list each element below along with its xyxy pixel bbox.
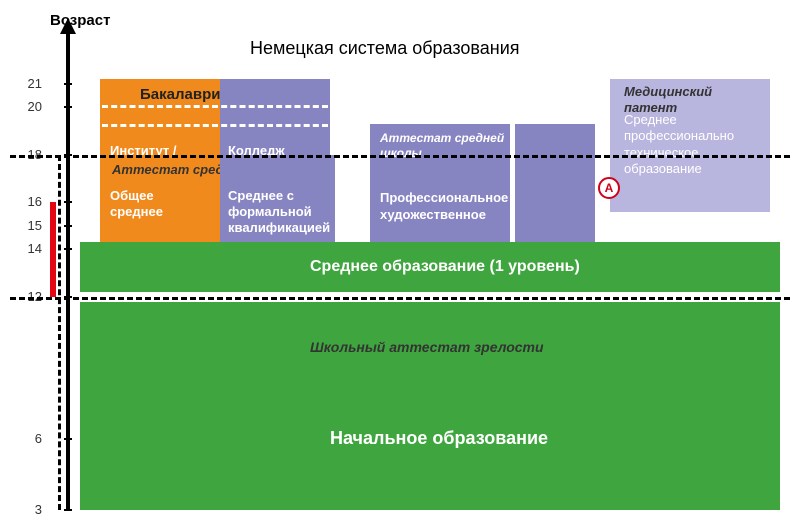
ytick-15: 15 [12,218,42,233]
dashed-h-1 [10,297,790,300]
label-formal-qual-0: Среднее с формальной квалификацией [228,188,338,237]
label-secondary-level1-0: Среднее образование (1 уровень) [310,257,580,277]
badge-a: A [598,177,620,199]
dashed-v-2 [58,155,61,510]
block-primary [80,302,780,510]
chart-title: Немецкая система образования [250,38,520,59]
dashed-h-0 [10,155,790,158]
label-prof-art-1: Профессиональное художественное [380,190,530,223]
white-dash-0 [102,105,328,108]
tick-3 [64,509,72,511]
ytick-21: 21 [12,76,42,91]
ytick-16: 16 [12,194,42,209]
red-age-bar [50,202,56,297]
ytick-14: 14 [12,241,42,256]
block-prof-art-2 [515,124,595,242]
tick-20 [64,106,72,108]
label-med-patent-1: Среднее профессионально техническое обра… [624,112,774,177]
label-general-secondary-1: Общее среднее [110,188,210,221]
y-axis-arrow [60,18,76,34]
education-diagram: Возраст Немецкая система образования 212… [0,0,800,524]
ytick-20: 20 [12,99,42,114]
tick-14 [64,248,72,250]
tick-16 [64,201,72,203]
tick-15 [64,225,72,227]
label-primary-0: Школьный аттестат зрелости [310,339,544,357]
tick-6 [64,438,72,440]
ytick-6: 6 [12,431,42,446]
ytick-3: 3 [12,502,42,517]
tick-21 [64,83,72,85]
label-primary-1: Начальное образование [330,427,548,450]
white-dash-1 [102,124,328,127]
